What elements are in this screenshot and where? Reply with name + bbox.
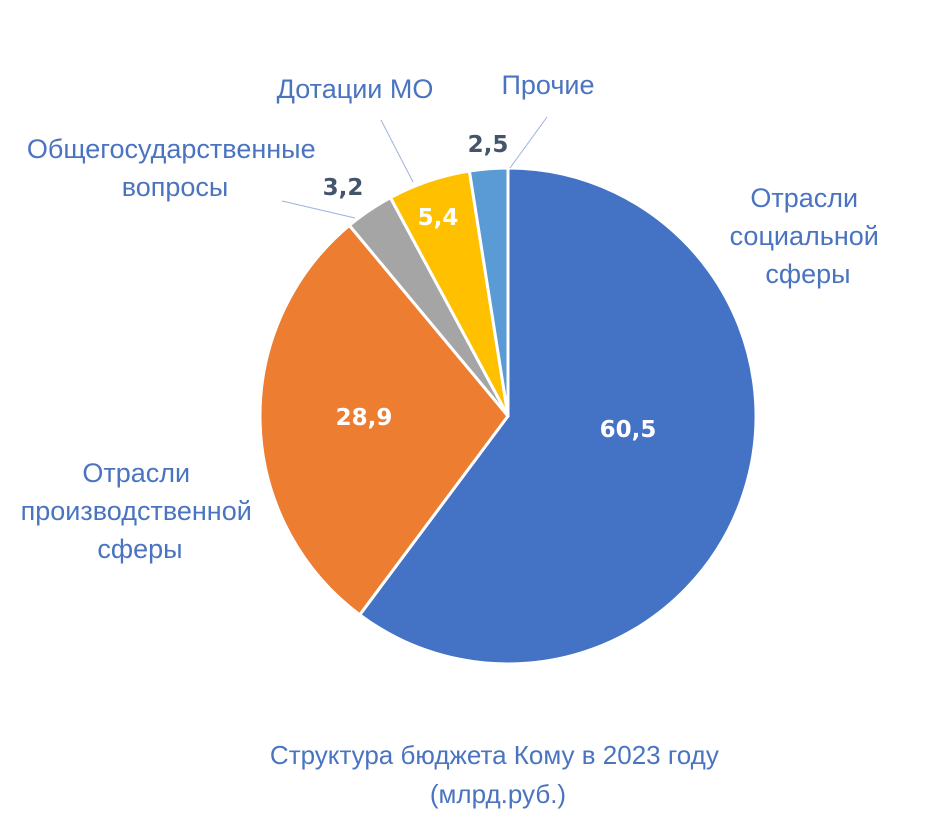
category-label-production-line3: сферы	[97, 534, 182, 564]
category-label-social: Отрасли социальной сферы	[730, 183, 887, 289]
category-label-other: Прочие	[501, 70, 594, 100]
pie-slice-social	[358, 166, 758, 666]
category-label-production-line1: Отрасли	[82, 458, 190, 488]
value-label-subsidies: 5,4	[418, 205, 459, 231]
leader-line-other	[509, 116, 548, 169]
value-label-production: 28,9	[336, 405, 393, 431]
category-label-general-line1: Общегосударственные	[27, 134, 316, 164]
value-label-other: 2,5	[468, 132, 509, 158]
category-label-social-line3: сферы	[765, 259, 850, 289]
leader-line-general	[281, 200, 356, 219]
value-label-social: 60,5	[600, 417, 657, 443]
chart-title: Структура бюджета Кому в 2023 году (млрд…	[270, 740, 726, 809]
category-label-general: Общегосударственные вопросы	[27, 134, 323, 202]
category-label-social-line1: Отрасли	[750, 183, 858, 213]
category-label-general-line2: вопросы	[122, 172, 229, 202]
category-label-social-line2: социальной	[730, 221, 879, 251]
pie-slice-other	[467, 166, 510, 418]
leader-line-subsidies	[380, 119, 414, 183]
value-label-general: 3,2	[323, 175, 364, 201]
category-label-subsidies: Дотации МО	[277, 74, 434, 104]
chart-title-line2: (млрд.руб.)	[430, 779, 566, 809]
pie-slice-production	[258, 223, 510, 617]
chart-title-line1: Структура бюджета Кому в 2023 году	[270, 740, 719, 770]
category-label-production: Отрасли производственной сферы	[21, 458, 260, 564]
leader-lines	[281, 116, 548, 219]
category-label-production-line2: производственной	[21, 496, 252, 526]
pie-slices	[258, 166, 758, 666]
